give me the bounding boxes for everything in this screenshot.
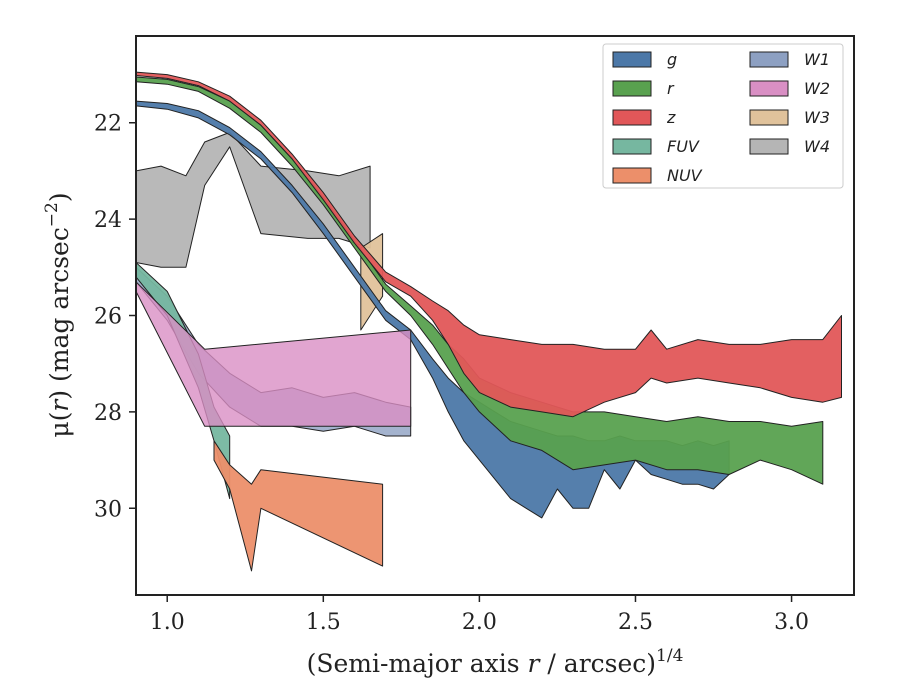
legend-label-g: g — [667, 50, 677, 69]
legend: grz FUV NUV W1 W2 W3 W4 — [602, 43, 844, 189]
y-axis-ticks: 22 24 26 28 30 — [94, 112, 136, 522]
x-tick-label: 2.5 — [618, 610, 653, 635]
legend-swatch-w2 — [749, 80, 789, 97]
y-tick-label: 30 — [94, 497, 122, 522]
legend-label-w4: W4 — [804, 137, 830, 156]
legend-swatch-nuv — [612, 167, 652, 184]
x-axis-ticks: 1.0 1.5 2.0 2.5 3.0 — [150, 595, 809, 635]
x-tick-label: 3.0 — [774, 610, 809, 635]
legend-label-w2: W2 — [804, 79, 830, 98]
legend-label-w3: W3 — [804, 108, 830, 127]
legend-swatch-fuv — [612, 138, 652, 155]
legend-label-r: r — [667, 79, 675, 98]
y-tick-label: 22 — [94, 112, 122, 137]
band-nuv — [213, 440, 384, 572]
y-tick-label: 28 — [94, 401, 122, 426]
legend-swatch-z — [612, 109, 652, 126]
legend-swatch-w1 — [749, 51, 789, 68]
legend-swatch-w4 — [749, 138, 789, 155]
x-axis-title: (Semi-major axis r / arcsec)1/4 — [307, 646, 684, 678]
legend-label-w1: W1 — [804, 50, 830, 69]
y-axis-title: μ(r) (mag arcsec−2) — [42, 192, 74, 437]
plot-area — [136, 71, 842, 572]
legend-swatch-r — [612, 80, 652, 97]
legend-label-fuv: FUV — [667, 137, 700, 156]
x-tick-label: 2.0 — [462, 610, 497, 635]
x-tick-label: 1.5 — [306, 610, 341, 635]
band-z — [136, 71, 842, 418]
legend-swatch-g — [612, 51, 652, 68]
legend-label-nuv: NUV — [667, 166, 703, 185]
y-tick-label: 26 — [94, 305, 122, 330]
band-w2 — [136, 281, 412, 427]
legend-label-z: z — [666, 108, 676, 127]
y-tick-label: 24 — [94, 208, 122, 233]
x-tick-label: 1.0 — [150, 610, 185, 635]
legend-swatch-w3 — [749, 109, 789, 126]
